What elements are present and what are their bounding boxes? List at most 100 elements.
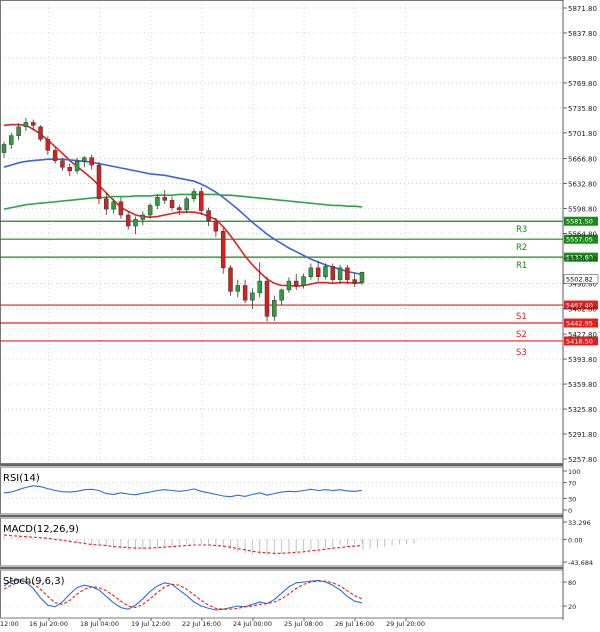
time-tick-label: 25 Jul 08:00: [284, 620, 323, 628]
candle-body: [286, 280, 292, 291]
price-tick-label: 5530.80: [568, 255, 597, 263]
candle-body: [235, 285, 241, 292]
candle-body: [52, 150, 58, 161]
level-name-r2: R2: [516, 243, 527, 253]
indicator-tick-label: 100: [568, 468, 580, 476]
candle-body: [213, 220, 219, 232]
candle-body: [184, 198, 189, 211]
price-tick-label: 5632.80: [568, 181, 597, 189]
level-price-tag: [564, 216, 598, 226]
candle-body: [293, 280, 299, 286]
indicator-name-label: RSI(14): [3, 473, 40, 484]
candle-body: [96, 164, 102, 200]
price-tick-label: 5427.80: [568, 331, 597, 339]
price-tick-label: 5462.80: [568, 305, 597, 313]
indicator-tick-label: 80: [568, 579, 576, 587]
moving-average-line: [3, 123, 363, 288]
candle-body: [330, 266, 336, 280]
indicator-series-line: [3, 485, 363, 498]
candle-body: [250, 292, 255, 301]
level-price-tag: [564, 234, 598, 244]
indicator-name-label: MACD(12,26,9): [3, 524, 79, 535]
price-tick-label: 5325.80: [568, 406, 597, 414]
indicator-tick-label: 20: [568, 603, 576, 611]
indicator-series-line: [3, 579, 363, 611]
level-price-label: 5557.05: [566, 236, 593, 244]
candle-body: [169, 200, 175, 208]
indicator-series-line: [3, 534, 363, 554]
level-name-s2: S2: [516, 330, 527, 340]
candle-body: [67, 166, 73, 172]
candle-body: [23, 122, 29, 128]
candle-body: [147, 205, 153, 216]
candle-body: [345, 267, 350, 280]
candle-body: [111, 201, 116, 210]
candle-body: [140, 214, 146, 220]
time-tick-label: 18 Jul 04:00: [80, 620, 119, 628]
candle-body: [9, 135, 14, 145]
indicator-series-line: [3, 580, 363, 610]
candle-body: [45, 139, 51, 151]
candle-body: [125, 214, 131, 227]
panel-frames: [0, 0, 564, 620]
candle-body: [177, 207, 182, 211]
candles: [1, 118, 365, 322]
candle-body: [308, 267, 314, 277]
candle-body: [1, 144, 7, 153]
indicator-panel-frame: [0, 466, 564, 515]
level-price-label: 5418.50: [566, 337, 593, 345]
time-tick-label: 19 Jul 12:00: [131, 620, 170, 628]
candle-body: [279, 289, 284, 301]
level-price-label: 5532.60: [566, 254, 593, 262]
candle-body: [323, 266, 328, 277]
time-tick-label: 26 Jul 16:00: [335, 620, 374, 628]
time-tick-label: 22 Jul 16:00: [182, 620, 221, 628]
candle-body: [264, 280, 270, 317]
candle-body: [206, 210, 211, 222]
candle-body: [38, 126, 43, 140]
indicator-tick-label: -43.684: [568, 559, 593, 567]
level-name-r3: R3: [516, 225, 527, 235]
indicator-panel-frame: [0, 569, 564, 619]
level-price-tag: [564, 252, 598, 262]
moving-averages: [3, 123, 363, 288]
level-price-label: 5442.95: [566, 320, 593, 328]
indicator-tick-label: 0: [568, 507, 572, 515]
candle-body: [272, 299, 277, 317]
main-panel-frame: [0, 0, 564, 464]
candle-body: [133, 219, 138, 227]
candle-body: [155, 197, 160, 206]
indicator-name-label: Stoch(9,6,3): [3, 576, 65, 587]
candle-body: [104, 198, 109, 210]
candle-body: [16, 126, 21, 136]
time-tick-label: 16 Jul 20:00: [29, 620, 68, 628]
candle-body: [74, 161, 80, 172]
price-tick-label: 5701.80: [568, 130, 597, 138]
time-axis: 12:00 16 Jul 20:00 18 Jul 04:00 19 Jul 12:0…: [0, 618, 425, 628]
candle-body: [337, 267, 343, 280]
price-tick-label: 5257.80: [568, 456, 597, 464]
price-tick-label: 5803.80: [568, 55, 597, 63]
level-price-tag: [564, 336, 598, 346]
price-tick-label: 5564.80: [568, 231, 597, 239]
candle-body: [242, 285, 248, 301]
candle-body: [199, 191, 204, 211]
indicator-tick-label: 70: [568, 480, 576, 488]
price-tick-label: 5598.80: [568, 206, 597, 214]
candle-body: [89, 157, 94, 166]
moving-average-line: [3, 158, 363, 276]
candle-body: [82, 157, 87, 162]
price-tick-label: 5837.80: [568, 30, 597, 38]
current-price-tag: [563, 274, 599, 284]
pivot-levels: 5581.50 R3 5557.05 R2 5532.60 R1 5467.40 S1 5442…: [0, 216, 598, 358]
candle-body: [60, 160, 65, 168]
price-tick-label: 5666.80: [568, 156, 597, 164]
time-tick-label: 12:00: [0, 620, 19, 628]
price-tick-label: 5496.80: [568, 280, 597, 288]
grid-lines: [0, 4, 562, 463]
candle-body: [352, 279, 357, 283]
time-tick-label: 24 Jul 00:00: [233, 620, 272, 628]
level-price-tag: [564, 318, 598, 328]
price-tick-label: 5871.80: [568, 5, 597, 13]
